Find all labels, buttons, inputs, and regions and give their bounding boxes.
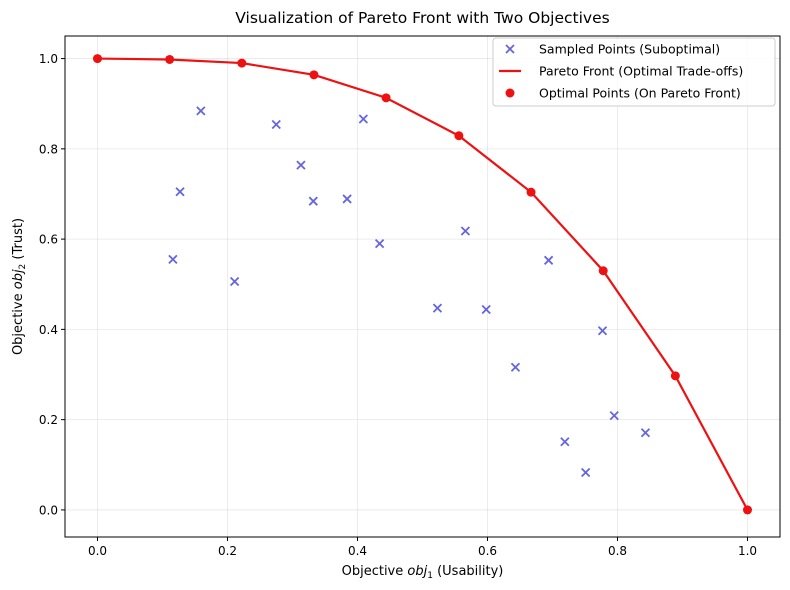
x-tick-label: 0.8 <box>608 544 627 558</box>
x-tick-label: 0.4 <box>348 544 367 558</box>
x-axis-label-var: obj <box>407 564 427 579</box>
y-axis-label-prefix: Objective <box>11 289 26 355</box>
series-layer <box>93 54 752 515</box>
y-tick-label: 0.6 <box>39 233 58 247</box>
sampled-point <box>271 119 281 130</box>
pareto-front-line <box>97 57 749 511</box>
sampled-point <box>175 187 185 197</box>
sampled-point <box>308 196 318 206</box>
legend: Sampled Points (Suboptimal) Pareto Front … <box>492 37 776 107</box>
y-axis-label-sub: 2 <box>18 264 28 270</box>
sampled-point <box>296 160 306 170</box>
optimal-point <box>381 93 391 103</box>
x-axis-label-suffix: (Usability) <box>433 564 503 579</box>
sampled-point <box>230 276 240 287</box>
sampled-point <box>358 114 368 124</box>
y-tick-label: 0.0 <box>39 503 58 517</box>
x-tick-label: 0.2 <box>218 544 237 558</box>
sampled-point <box>374 238 385 249</box>
y-tick-label: 0.8 <box>39 142 58 156</box>
y-axis-label-suffix: (Trust) <box>11 218 26 264</box>
sampled-point <box>640 428 651 438</box>
chart-title: Visualization of Pareto Front with Two O… <box>235 9 609 27</box>
legend-dot-handle <box>505 88 515 98</box>
sampled-point <box>609 410 619 421</box>
y-axis-label: Objective obj2 (Trust) <box>11 218 28 355</box>
sampled-point <box>432 303 443 313</box>
x-tick-label: 1.0 <box>738 544 757 558</box>
sampled-point <box>510 362 521 372</box>
y-tick-label: 0.4 <box>39 323 58 337</box>
x-axis-label: Objective obj1 (Usability) <box>342 564 504 581</box>
optimal-point <box>93 54 102 64</box>
x-axis-label-prefix: Objective <box>342 564 408 579</box>
x-tick-label: 0.0 <box>88 544 107 558</box>
y-tick-label: 0.2 <box>39 413 58 427</box>
sampled-point <box>481 304 491 315</box>
y-tick-label: 1.0 <box>39 52 58 66</box>
legend-entry-label: Optimal Points (On Pareto Front) <box>539 86 741 101</box>
ticks: 0.0 0.2 0.4 0.6 0.8 1.0 0.0 0.2 0.4 0.6 0.8 1.0 <box>39 52 757 558</box>
sampled-point <box>581 467 591 478</box>
optimal-point <box>165 54 175 64</box>
sampled-point <box>543 255 554 265</box>
optimal-point <box>309 70 319 80</box>
x-tick-label: 0.6 <box>478 544 497 558</box>
optimal-point <box>670 371 680 381</box>
legend-entry-label: Sampled Points (Suboptimal) <box>539 42 720 57</box>
optimal-point <box>743 505 752 515</box>
sampled-point <box>168 254 178 265</box>
sampled-point <box>460 226 471 236</box>
optimal-point <box>598 266 608 276</box>
legend-entry-label: Pareto Front (Optimal Trade-offs) <box>539 64 743 79</box>
sampled-point <box>597 326 608 336</box>
legend-box <box>492 37 776 107</box>
optimal-point <box>454 131 464 141</box>
sampled-point <box>560 437 570 447</box>
optimal-point <box>237 58 247 68</box>
grid <box>65 36 780 537</box>
optimal-point <box>526 187 536 197</box>
y-axis-label-var: obj <box>11 269 26 289</box>
plot-frame <box>64 35 781 538</box>
sampled-point <box>342 194 352 204</box>
sampled-point <box>196 106 206 116</box>
legend-x-handle <box>505 44 515 54</box>
x-axis-label-sub: 1 <box>427 571 433 581</box>
